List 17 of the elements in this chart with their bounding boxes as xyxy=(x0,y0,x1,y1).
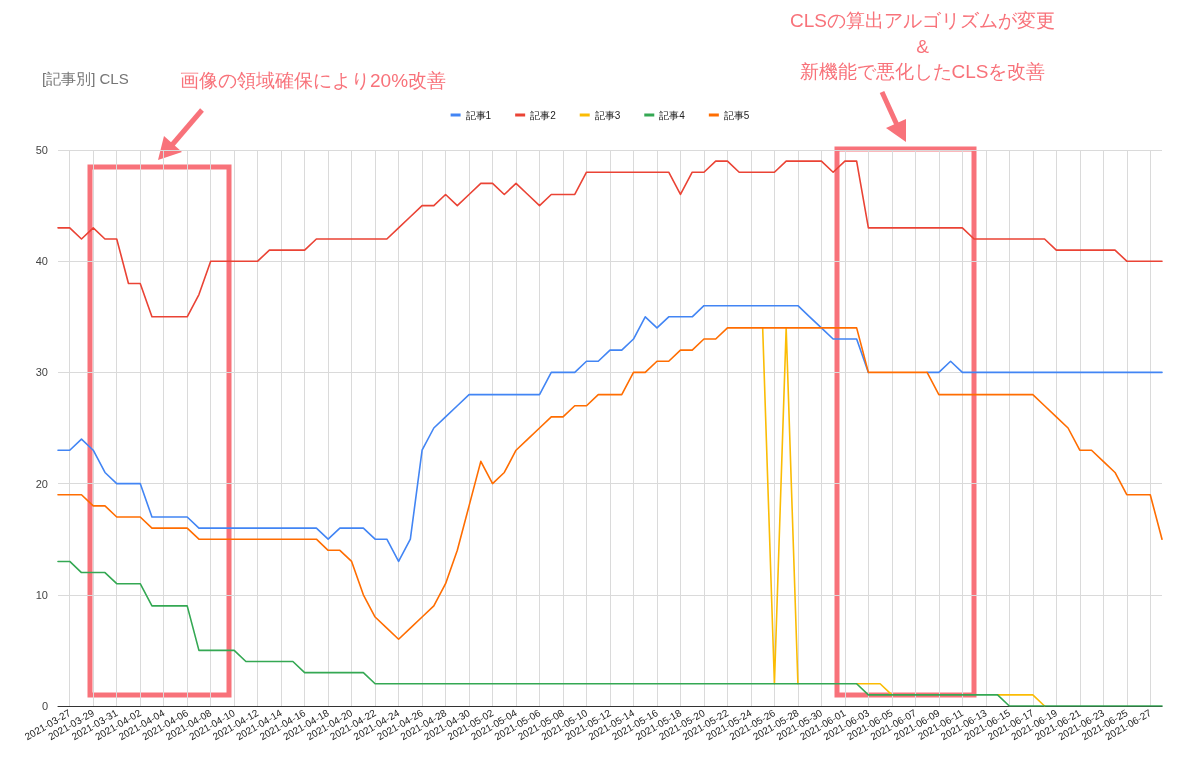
chart-title: [記事別] CLS xyxy=(42,70,129,87)
text: CLSの算出アルゴリズムが変更 & 新機能で悪化したCLSを改善 xyxy=(790,9,1055,85)
y-tick-label: 40 xyxy=(35,255,48,268)
line-series xyxy=(57,560,1163,707)
legend-label: 記事3 xyxy=(594,109,621,121)
legend-label: 記事2 xyxy=(530,109,557,121)
legend-label: 記事4 xyxy=(659,109,686,121)
y-tick-label: 0 xyxy=(41,700,48,712)
legend-label: 記事1 xyxy=(465,109,492,121)
line-series xyxy=(57,160,1163,318)
text: 画像の領域確保により20%改善 xyxy=(180,69,447,93)
y-tick-label: 10 xyxy=(35,588,48,601)
line-series xyxy=(57,327,1163,641)
y-tick-label: 30 xyxy=(35,366,48,379)
y-tick-label: 20 xyxy=(35,477,48,490)
y-tick-label: 50 xyxy=(35,144,48,156)
legend-label: 記事5 xyxy=(723,109,750,121)
